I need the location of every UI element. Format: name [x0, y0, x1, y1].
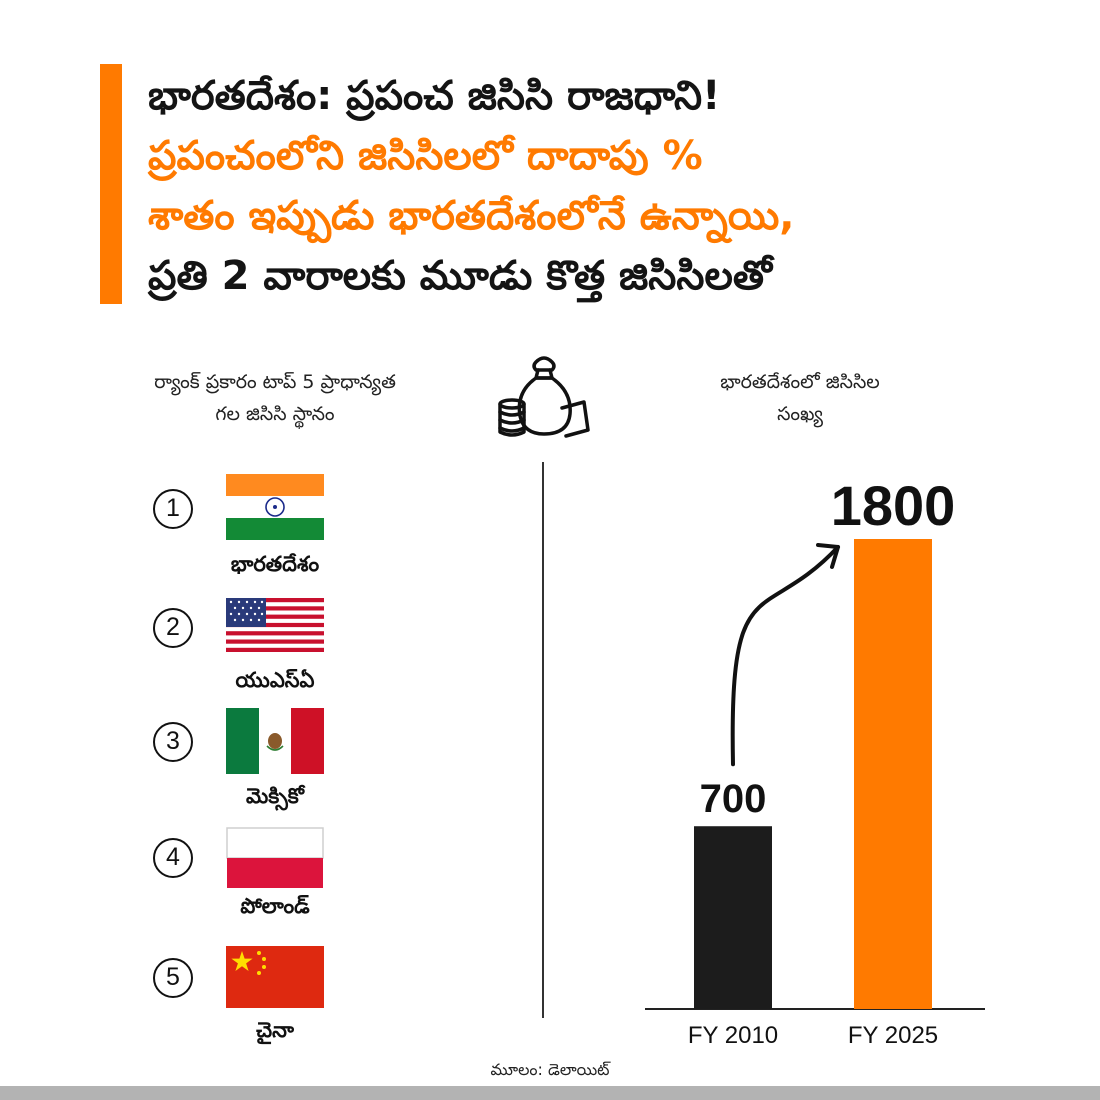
- headline-line-3: శాతం ఇప్పుడు భారతదేశంలోనే ఉన్నాయి,: [148, 193, 795, 239]
- accent-bar: [100, 64, 122, 304]
- country-name-1: భారతదేశం: [230, 552, 320, 576]
- bar-fy-2010: [694, 826, 772, 1009]
- rank-heading-line-2: గల జిసిసి స్థానం: [215, 403, 335, 425]
- mexico-flag-icon: [226, 708, 324, 774]
- growth-arrow-head: [816, 543, 840, 569]
- country-name-3: మెక్సికో: [246, 784, 304, 808]
- rank-heading-line-1: ర్యాంక్ ప్రకారం టాప్ 5 ప్రాధాన్యత: [154, 371, 396, 393]
- headline-line-1: భారతదేశం: ప్రపంచ జిసిసి రాజధాని!: [148, 73, 721, 119]
- count-section-heading: భారతదేశంలో జిసిసిల సంఖ్య: [620, 366, 980, 430]
- headline-line-4: ప్రతి 2 వారాలకు మూడు కొత్త జిసిసిలతో: [148, 253, 772, 299]
- gcc-count-bar-chart: 700 FY 2010 1800 FY 2025: [645, 474, 985, 1049]
- growth-arrow: [730, 545, 840, 767]
- rank-number-4: 4: [153, 838, 193, 878]
- value-label-2: 1800: [831, 474, 956, 537]
- bar-fy-2025: [854, 539, 932, 1009]
- country-name-5: చైనా: [256, 1018, 294, 1042]
- poland-flag-icon: [226, 827, 324, 888]
- country-name-2: యుఎస్ఏ: [235, 668, 315, 692]
- value-label-1: 700: [700, 777, 767, 821]
- india-flag-icon: [226, 474, 324, 540]
- rank-number-1: 1: [153, 489, 193, 529]
- rank-section-heading: ర్యాంక్ ప్రకారం టాప్ 5 ప్రాధాన్యత గల జిస…: [95, 366, 455, 430]
- rank-number-3: 3: [153, 722, 193, 762]
- headline: భారతదేశం: ప్రపంచ జిసిసి రాజధాని! ప్రపంచం…: [148, 76, 1048, 316]
- vertical-divider: [542, 462, 544, 1018]
- money-bag-icon: [498, 356, 590, 438]
- usa-flag-icon: [226, 598, 324, 652]
- china-flag-icon: [226, 946, 324, 1008]
- headline-line-2: ప్రపంచంలోని జిసిసిలలో దాదాపు %: [148, 133, 703, 179]
- category-label-2: FY 2025: [848, 1022, 938, 1049]
- source-note: మూలం: డెలాయిట్: [490, 1060, 610, 1079]
- category-label-1: FY 2010: [688, 1022, 778, 1049]
- count-heading-line-1: భారతదేశంలో జిసిసిల: [720, 371, 880, 393]
- bottom-strip: [0, 1086, 1100, 1100]
- count-heading-line-2: సంఖ్య: [777, 403, 823, 425]
- rank-number-5: 5: [153, 958, 193, 998]
- rank-number-2: 2: [153, 608, 193, 648]
- country-name-4: పోలాండ్: [240, 894, 310, 918]
